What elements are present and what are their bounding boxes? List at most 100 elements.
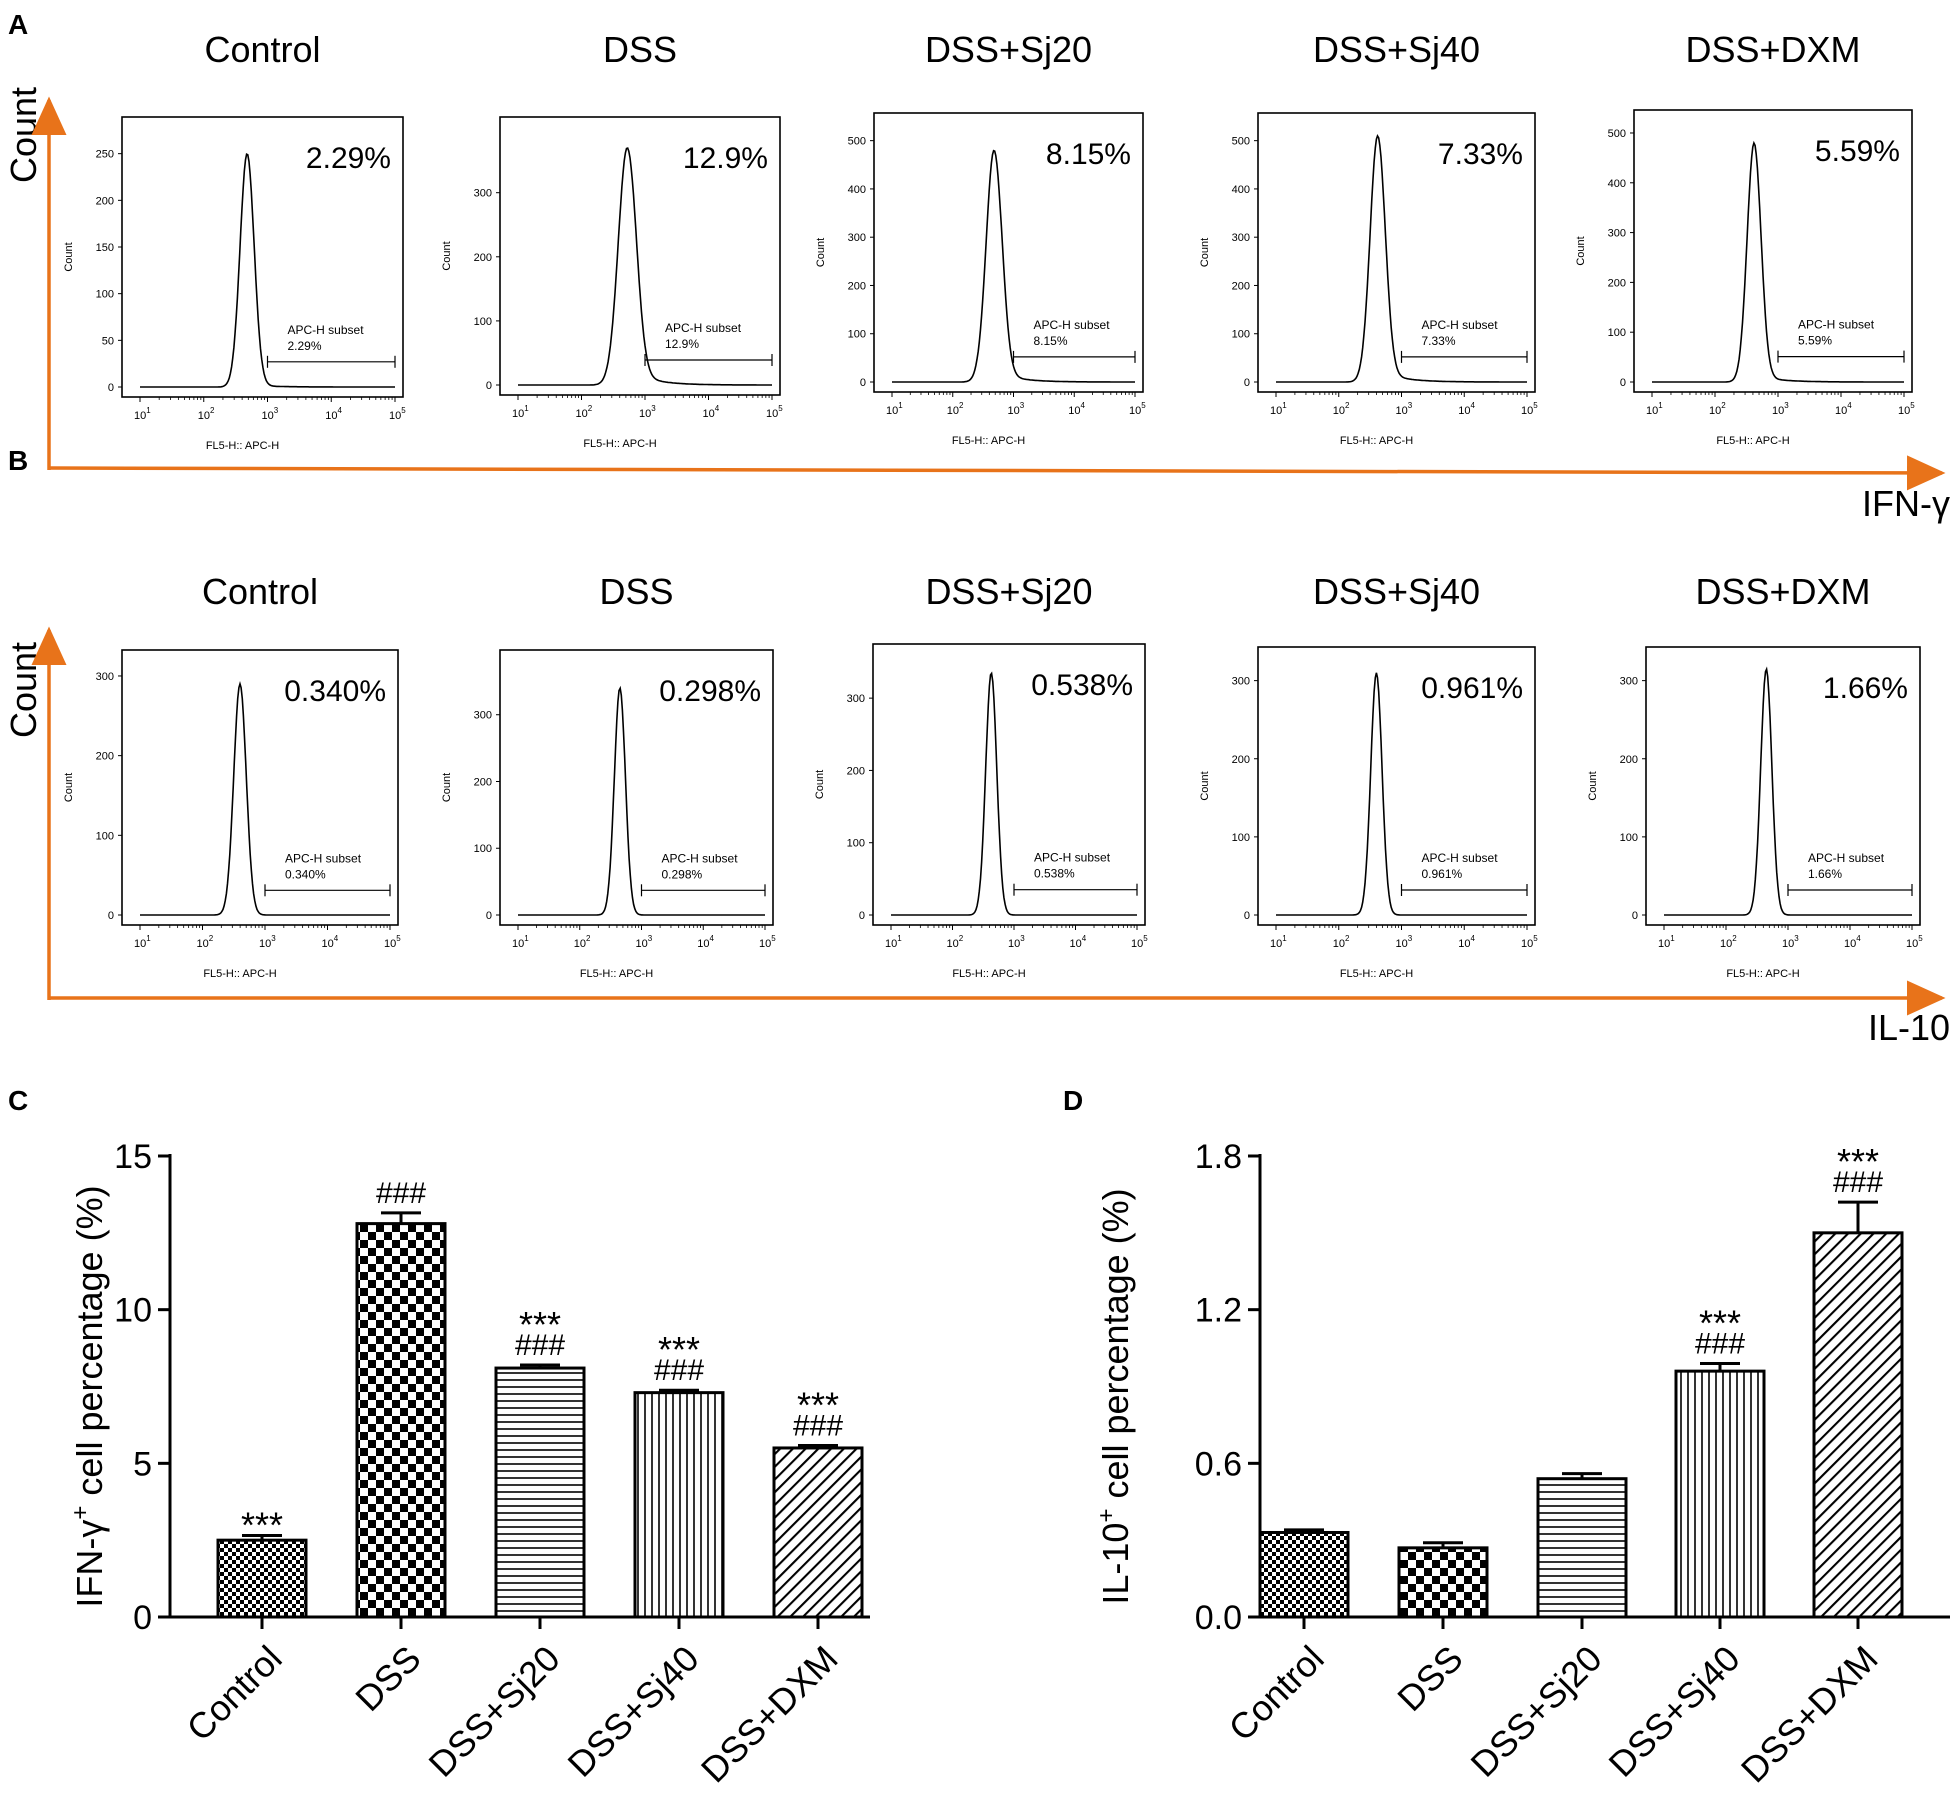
histogram-xlabel: FL5-H:: APC-H	[580, 968, 653, 980]
significance-stars: ***	[241, 1505, 283, 1546]
histogram-xtick-base: 10	[576, 408, 588, 420]
histogram-percentage: 7.33%	[1438, 138, 1523, 171]
histogram-xtick-label: 101	[1658, 934, 1675, 950]
histogram-xtick-label: 102	[574, 934, 591, 950]
histogram-xtick-base: 10	[1270, 405, 1282, 417]
histogram-xtick-exponent: 2	[210, 406, 215, 415]
y-axis-label-rest: cell percentage (%)	[69, 1185, 110, 1505]
histogram-xtick-label: 105	[389, 406, 406, 422]
gate-subset-label: APC-H subset	[1808, 851, 1885, 865]
histogram-ytick-label: 300	[96, 671, 114, 683]
row-a: Count IFN-γ Control2.29%050100150200250C…	[3, 29, 1950, 524]
histogram-curve	[1276, 672, 1527, 916]
histogram-xtick-base: 10	[1008, 938, 1020, 950]
histogram-xtick-exponent: 5	[778, 404, 783, 413]
histogram-group-title: DSS	[603, 29, 677, 70]
histogram-xtick-label: 105	[1521, 401, 1538, 417]
histogram-xtick-exponent: 2	[959, 934, 964, 943]
histogram-xtick-base: 10	[259, 938, 271, 950]
histogram-percentage: 1.66%	[1823, 672, 1908, 705]
histogram-xtick-label: 105	[759, 934, 776, 950]
histogram-frame	[121, 116, 404, 398]
histogram-percentage: 0.340%	[284, 675, 386, 708]
histogram-xtick-exponent: 5	[771, 934, 776, 943]
gate-subset-label: APC-H subset	[1034, 851, 1111, 865]
histogram-xtick-exponent: 5	[1910, 401, 1915, 410]
histogram-xtick-base: 10	[1646, 405, 1658, 417]
histogram-xtick-label: 103	[259, 934, 276, 950]
gate-subset-label: APC-H subset	[285, 851, 362, 865]
histogram-curve	[518, 685, 765, 916]
histogram-xtick-exponent: 2	[1732, 934, 1737, 943]
gate-subset-label: APC-H subset	[1422, 318, 1499, 332]
histogram-xtick-base: 10	[1270, 938, 1282, 950]
histogram-xtick-base: 10	[1396, 405, 1408, 417]
histogram-xtick-label: 102	[947, 934, 964, 950]
histogram-xtick-exponent: 5	[1141, 401, 1146, 410]
histogram-xtick-label: 102	[197, 934, 214, 950]
histogram-xtick-label: 104	[1070, 934, 1087, 950]
histogram-group-title: DSS	[599, 571, 673, 612]
gate-subset-label: APC-H subset	[1034, 318, 1111, 332]
bar-chart-d: 0.0 0.6 1.2 1.8 IL-10+ cell percentage (%) Co…	[1093, 1138, 1950, 1790]
histogram-xtick-base: 10	[1458, 405, 1470, 417]
histogram-xtick-exponent: 5	[1533, 401, 1538, 410]
histogram-xtick-label: 103	[639, 404, 656, 420]
histogram-group-title: DSS+Sj40	[1313, 29, 1480, 70]
histogram-frame	[1633, 109, 1913, 393]
gate-subset-label: APC-H subset	[288, 323, 365, 337]
histogram-xtick-base: 10	[886, 405, 898, 417]
histogram-xtick-exponent: 3	[1020, 934, 1025, 943]
significance-stars: ***	[797, 1385, 839, 1426]
histogram-ylabel: Count	[815, 238, 827, 267]
histogram-xtick-exponent: 3	[271, 934, 276, 943]
histogram-xtick-label: 104	[1068, 401, 1085, 417]
histogram-ytick-label: 200	[847, 765, 865, 777]
bar-dss-sj20	[494, 1366, 586, 1619]
histogram-xtick-label: 104	[1458, 401, 1475, 417]
histogram-ytick-label: 100	[96, 830, 114, 842]
histogram-ytick-label: 200	[1232, 754, 1250, 766]
histogram-xtick-base: 10	[1782, 938, 1794, 950]
histogram-xtick-exponent: 4	[715, 404, 720, 413]
panel-label-c: C	[8, 1085, 28, 1116]
histogram-xtick-label: 104	[1844, 934, 1861, 950]
gate-subset-percentage: 2.29%	[288, 339, 322, 353]
histogram-ytick-label: 200	[96, 195, 114, 207]
histogram-ytick-label: 400	[1608, 178, 1626, 190]
histogram-xlabel: FL5-H:: APC-H	[1340, 435, 1413, 447]
y-axis-label-sup: +	[1093, 1509, 1120, 1523]
row-b: Count IL-10 Control0.340%0100200300Count…	[3, 571, 1950, 1048]
histogram-xtick-label: 102	[1720, 934, 1737, 950]
histogram-xtick-label: 102	[1333, 401, 1350, 417]
histogram-curve	[891, 671, 1137, 916]
histogram-xlabel: FL5-H:: APC-H	[952, 968, 1025, 980]
panel-label-b: B	[8, 445, 28, 476]
bar-control	[1258, 1530, 1350, 1619]
histogram-xtick-base: 10	[1008, 405, 1020, 417]
significance-hashes: ###	[1833, 1166, 1883, 1199]
histogram-xtick-label: 101	[885, 934, 902, 950]
histogram-xtick-base: 10	[1521, 405, 1533, 417]
histogram-xtick-exponent: 1	[1282, 934, 1287, 943]
panel-label-a: A	[8, 9, 28, 40]
histogram-percentage: 12.9%	[683, 142, 768, 175]
histogram-xtick-exponent: 4	[1081, 401, 1086, 410]
histogram-ytick-label: 0	[486, 380, 492, 392]
histogram-xtick-label: 104	[1458, 934, 1475, 950]
histogram-xtick-exponent: 5	[401, 406, 406, 415]
histogram-xtick-base: 10	[766, 408, 778, 420]
histogram-xtick-base: 10	[1709, 405, 1721, 417]
histogram-curve	[1664, 666, 1912, 916]
histogram-xtick-label: 103	[1008, 934, 1025, 950]
histogram-xtick-exponent: 2	[1345, 401, 1350, 410]
x-category-label: DSS+Sj40	[1601, 1638, 1748, 1785]
y-axis-label-rest: cell percentage (%)	[1095, 1188, 1136, 1508]
histogram-xtick-label: 101	[134, 934, 151, 950]
histogram-ylabel: Count	[1575, 236, 1587, 265]
